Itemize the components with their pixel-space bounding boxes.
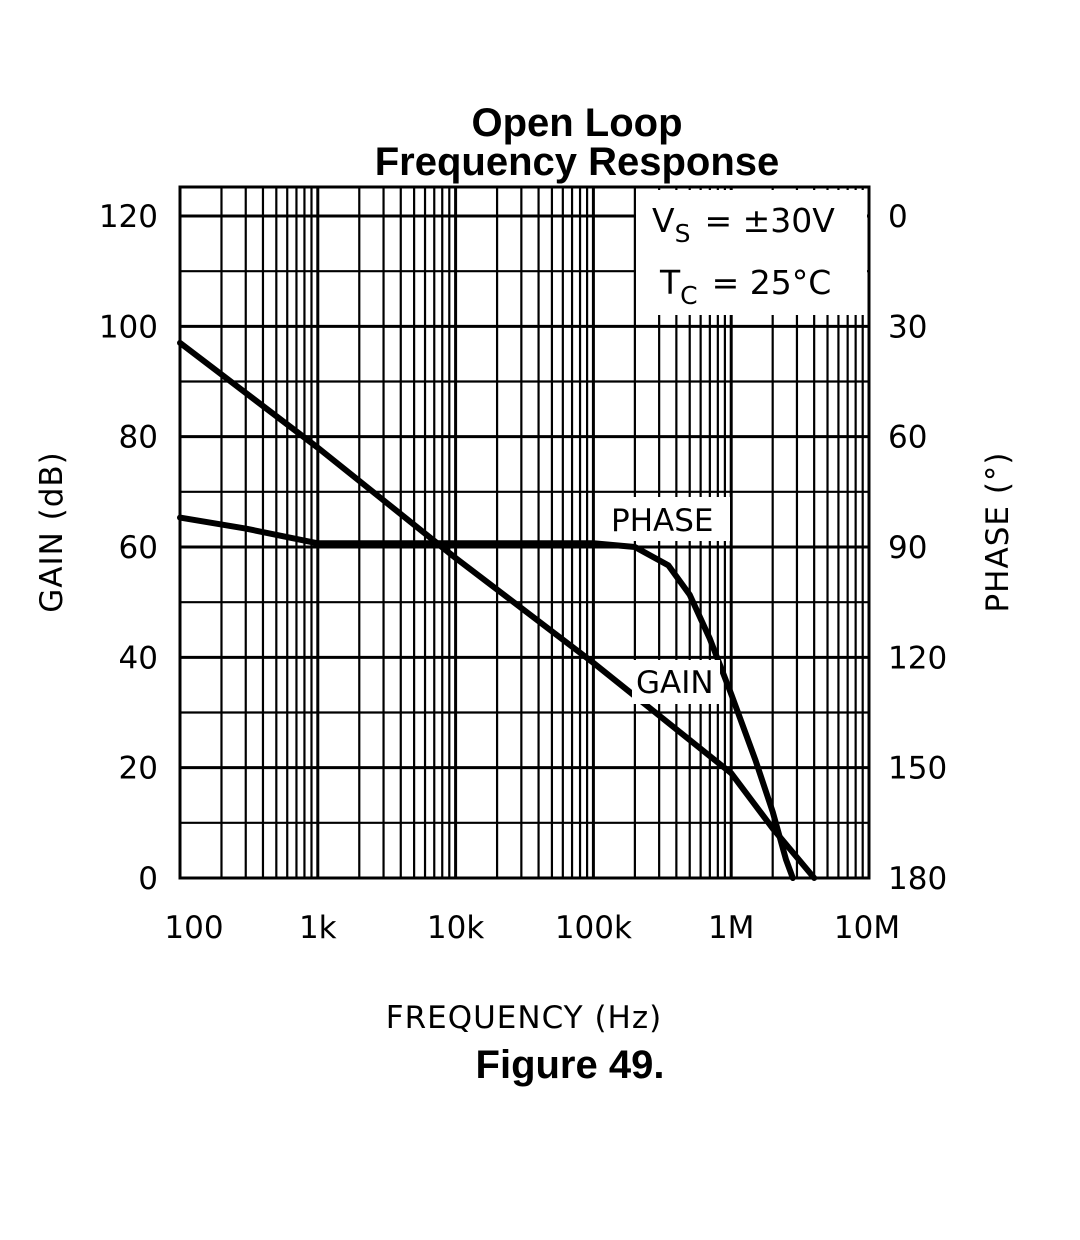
phase-tick-label: 180 — [888, 861, 947, 897]
vs-condition: VS = ±30V — [652, 201, 835, 248]
series-line-phase — [177, 514, 796, 881]
gain-tick-label: 120 — [99, 199, 158, 235]
frequency-tick-label: 10M — [834, 910, 900, 946]
phase-tick-label: 0 — [888, 199, 908, 235]
figure-caption: Figure 49. — [476, 1043, 665, 1087]
phase-tick-labels: 0 30 60 90 120 150 180 — [888, 199, 947, 897]
series-lines — [177, 339, 818, 881]
gain-series-label: GAIN — [636, 665, 714, 701]
frequency-tick-labels: 100 1k 10k 100k 1M 10M — [164, 910, 900, 946]
gain-tick-label: 100 — [99, 309, 158, 345]
frequency-tick-label: 10k — [427, 910, 484, 946]
gain-tick-label: 60 — [119, 530, 158, 566]
gain-label-bg — [632, 660, 720, 704]
frequency-tick-label: 100 — [164, 910, 223, 946]
phase-tick-label: 150 — [888, 751, 947, 787]
plot-frame — [178, 185, 871, 880]
frequency-axis-label: FREQUENCY (Hz) — [386, 1000, 663, 1036]
conditions-box — [636, 190, 867, 315]
chart-title-line-1: Open Loop — [471, 101, 682, 145]
chart-title-line-2: Frequency Response — [375, 140, 780, 184]
phase-tick-label: 120 — [888, 640, 947, 676]
gain-tick-labels: 0 20 40 60 80 100 120 — [99, 199, 158, 897]
gain-tick-label: 80 — [119, 420, 158, 456]
conditions-box-bg — [636, 190, 867, 315]
phase-tick-label: 60 — [888, 420, 927, 456]
gain-tick-label: 20 — [119, 751, 158, 787]
frequency-tick-label: 100k — [555, 910, 632, 946]
gain-tick-label: 40 — [119, 640, 158, 676]
grid — [180, 187, 869, 878]
frequency-tick-label: 1M — [708, 910, 754, 946]
tc-condition: TC = 25°C — [659, 263, 831, 310]
series-line-gain — [177, 339, 818, 881]
phase-tick-label: 90 — [888, 530, 927, 566]
gain-axis-label: GAIN (dB) — [34, 451, 70, 613]
phase-axis-label: PHASE (°) — [980, 451, 1016, 612]
phase-tick-label: 30 — [888, 309, 927, 345]
gain-tick-label: 0 — [138, 861, 158, 897]
frequency-tick-label: 1k — [299, 910, 337, 946]
phase-label-bg — [606, 497, 730, 541]
phase-series-label: PHASE — [611, 503, 713, 539]
